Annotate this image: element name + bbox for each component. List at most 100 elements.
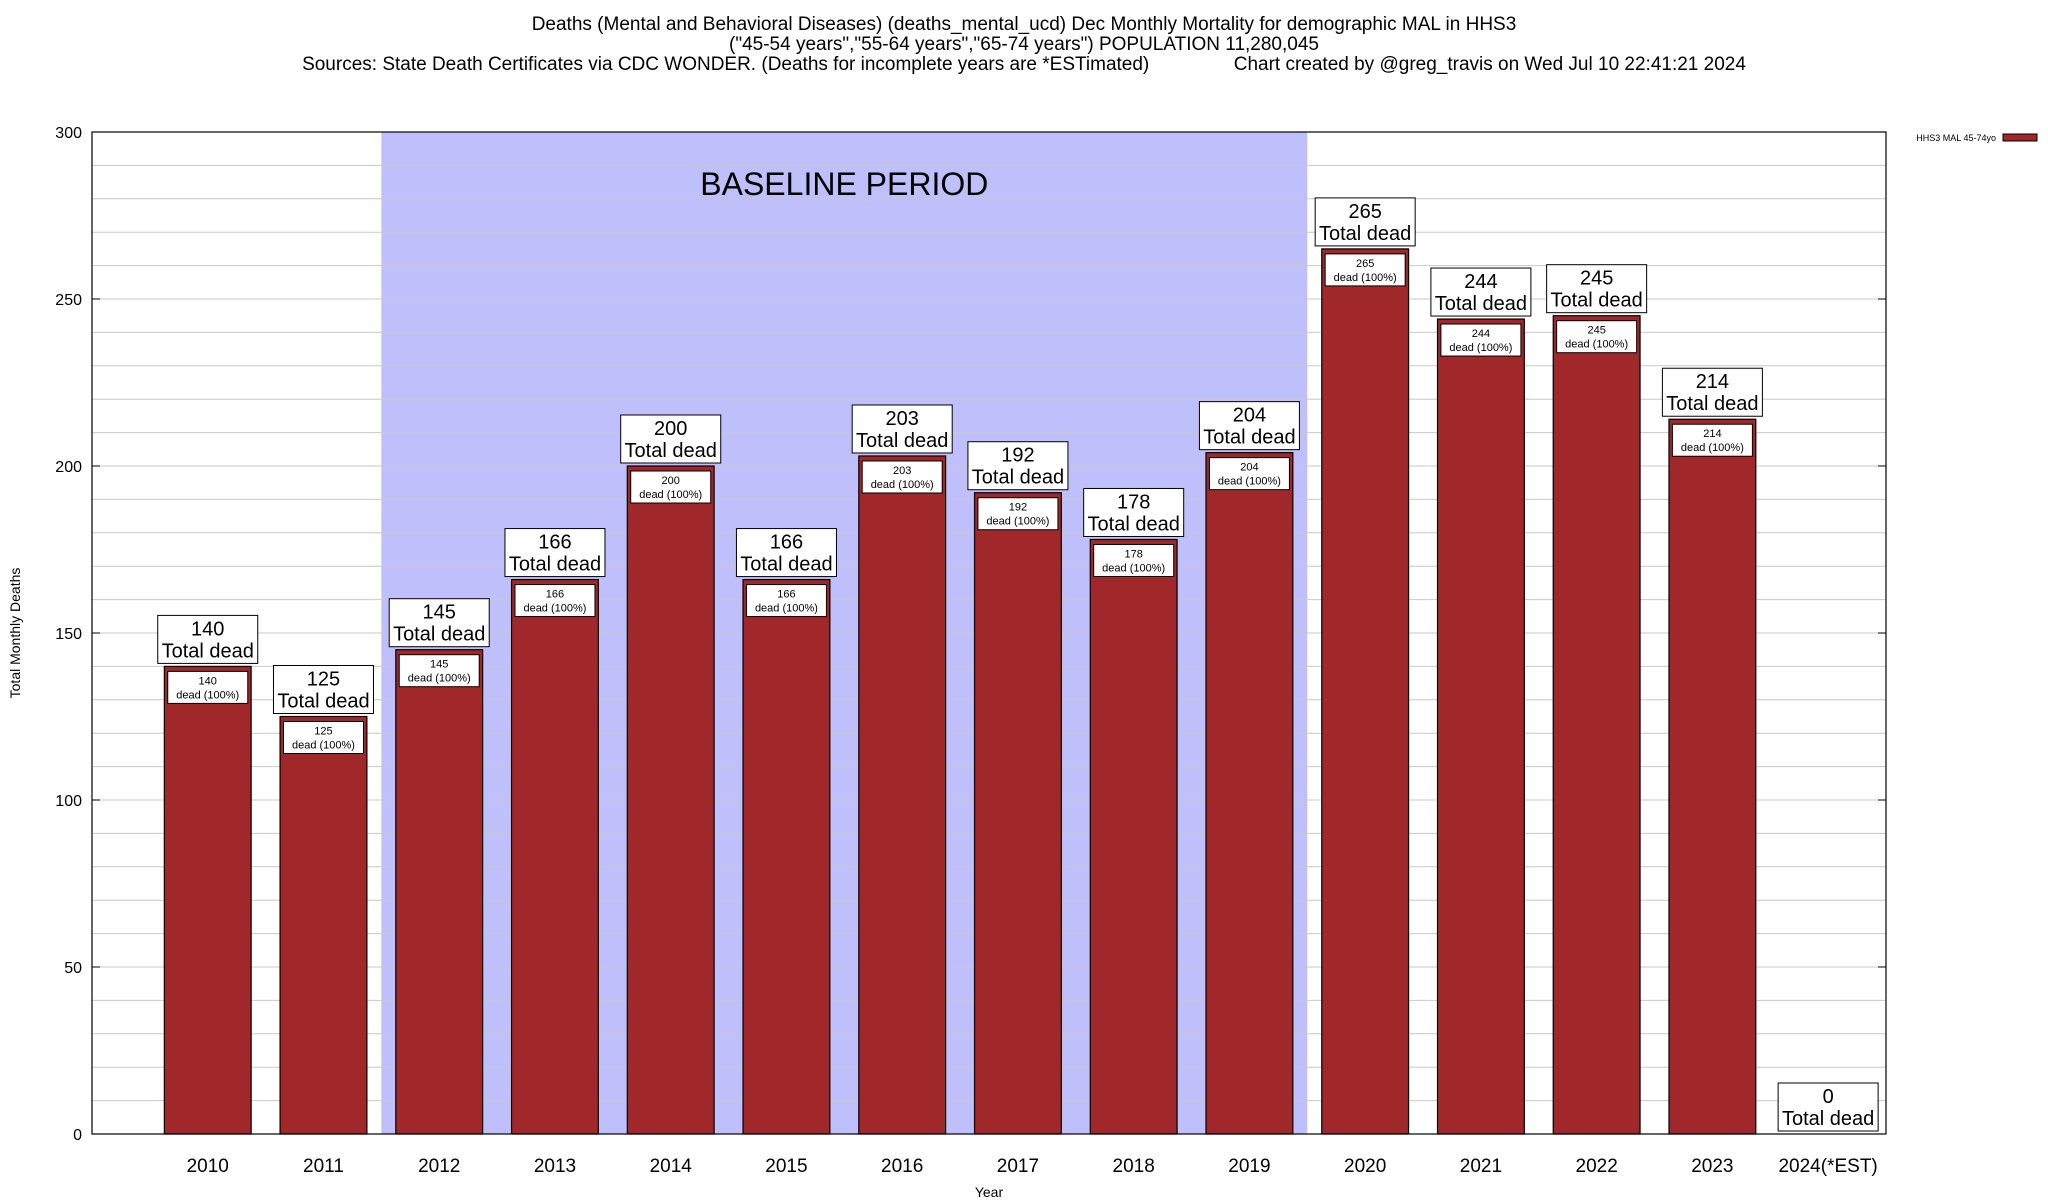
total-value-label: 166 [538,532,571,554]
bar-2018 [1089,538,1178,1135]
total-value-label: 178 [1117,491,1150,513]
inner-label-box [1093,543,1175,577]
bar-2022 [1552,315,1641,1135]
inner-value-label: 145 [430,659,448,671]
total-dead-label: Total dead [393,624,485,646]
total-dead-label: Total dead [1666,393,1758,415]
x-tick-label: 2021 [1460,1156,1502,1177]
total-dead-label: Total dead [1319,223,1411,245]
bar-2013 [510,578,599,1135]
total-value-label: 140 [191,618,224,640]
total-value-label: 192 [1001,445,1034,467]
inner-value-label: 204 [1240,462,1258,474]
inner-label-box [745,584,827,618]
chart-title-line-3: Sources: State Death Certificates via CD… [302,54,1746,75]
x-tick-label: 2024(*EST) [1778,1156,1877,1177]
total-dead-label: Total dead [625,440,717,462]
y-tick-label: 50 [64,960,82,977]
y-tick-label: 200 [55,459,82,476]
total-dead-label: Total dead [162,640,254,662]
inner-label-box [1556,320,1638,354]
inner-label-box [630,470,712,504]
inner-label-box [1324,253,1406,287]
total-label-box [1546,264,1648,314]
inner-value-label: 192 [1009,502,1027,514]
inner-dead-label: dead (100%) [1334,272,1397,284]
bar-2019 [1205,452,1294,1135]
total-label-box [388,598,490,648]
inner-label-box [1671,423,1753,457]
bar-2023 [1668,418,1757,1135]
total-value-label: 125 [307,669,340,691]
total-label-box [1198,401,1300,451]
inner-label-box [1440,323,1522,357]
inner-value-label: 166 [777,589,795,601]
bar-2011 [279,715,368,1135]
total-label-box [1777,1082,1879,1132]
inner-value-label: 166 [546,589,564,601]
total-label-box [1661,367,1763,417]
inner-dead-label: dead (100%) [408,673,471,685]
y-tick-label: 150 [55,626,82,643]
x-tick-label: 2020 [1344,1156,1386,1177]
bar-2017 [973,492,1062,1135]
x-tick-label: 2016 [881,1156,923,1177]
total-dead-label: Total dead [972,467,1064,489]
x-tick-label: 2015 [765,1156,807,1177]
total-dead-label: Total dead [740,554,832,576]
inner-dead-label: dead (100%) [1449,342,1512,354]
inner-dead-label: dead (100%) [523,603,586,615]
y-tick-label: 250 [55,292,82,309]
total-label-box [620,414,722,464]
total-dead-label: Total dead [1435,293,1527,315]
y-tick-label: 0 [73,1127,82,1144]
x-tick-label: 2018 [1113,1156,1155,1177]
inner-value-label: 125 [314,726,332,738]
inner-label-box [167,670,249,704]
x-tick-label: 2022 [1576,1156,1618,1177]
chart-title-line-2: ("45-54 years","55-64 years","65-74 year… [729,34,1319,55]
y-axis-title: Total Monthly Deaths [7,568,23,699]
total-value-label: 244 [1464,271,1497,293]
inner-dead-label: dead (100%) [986,516,1049,528]
x-tick-label: 2011 [303,1156,344,1177]
x-tick-label: 2010 [187,1156,229,1177]
total-label-box [735,528,837,578]
chart-title-line-1: Deaths (Mental and Behavioral Diseases) … [531,14,1517,35]
y-tick-label: 300 [55,125,82,142]
bar-2014 [626,465,715,1135]
total-value-label: 214 [1696,371,1729,393]
total-label-box [1430,267,1532,317]
total-value-label: 145 [423,602,456,624]
inner-dead-label: dead (100%) [176,689,239,701]
total-value-label: 203 [886,408,919,430]
inner-dead-label: dead (100%) [1565,339,1628,351]
total-dead-label: Total dead [1782,1108,1874,1130]
x-tick-label: 2014 [650,1156,693,1177]
total-dead-label: Total dead [1203,427,1295,449]
x-axis-title: Year [975,1184,1004,1200]
inner-label-box [861,460,943,494]
inner-dead-label: dead (100%) [292,740,355,752]
total-label-box [504,528,606,578]
inner-value-label: 214 [1703,428,1721,440]
inner-label-box [1208,457,1290,491]
inner-label-box [398,654,480,688]
total-label-box [851,404,953,454]
total-dead-label: Total dead [509,554,601,576]
total-dead-label: Total dead [856,430,948,452]
total-value-label: 245 [1580,268,1613,290]
bar-2012 [395,649,484,1135]
x-tick-label: 2019 [1228,1156,1270,1177]
inner-label-box [977,497,1059,531]
legend-swatch [2002,133,2038,142]
inner-value-label: 265 [1356,258,1374,270]
total-value-label: 166 [770,532,803,554]
inner-value-label: 245 [1587,325,1605,337]
inner-dead-label: dead (100%) [871,479,934,491]
total-value-label: 204 [1233,405,1266,427]
inner-dead-label: dead (100%) [1218,476,1281,488]
total-dead-label: Total dead [277,691,369,713]
x-tick-label: 2013 [534,1156,576,1177]
total-label-box [1083,487,1185,537]
